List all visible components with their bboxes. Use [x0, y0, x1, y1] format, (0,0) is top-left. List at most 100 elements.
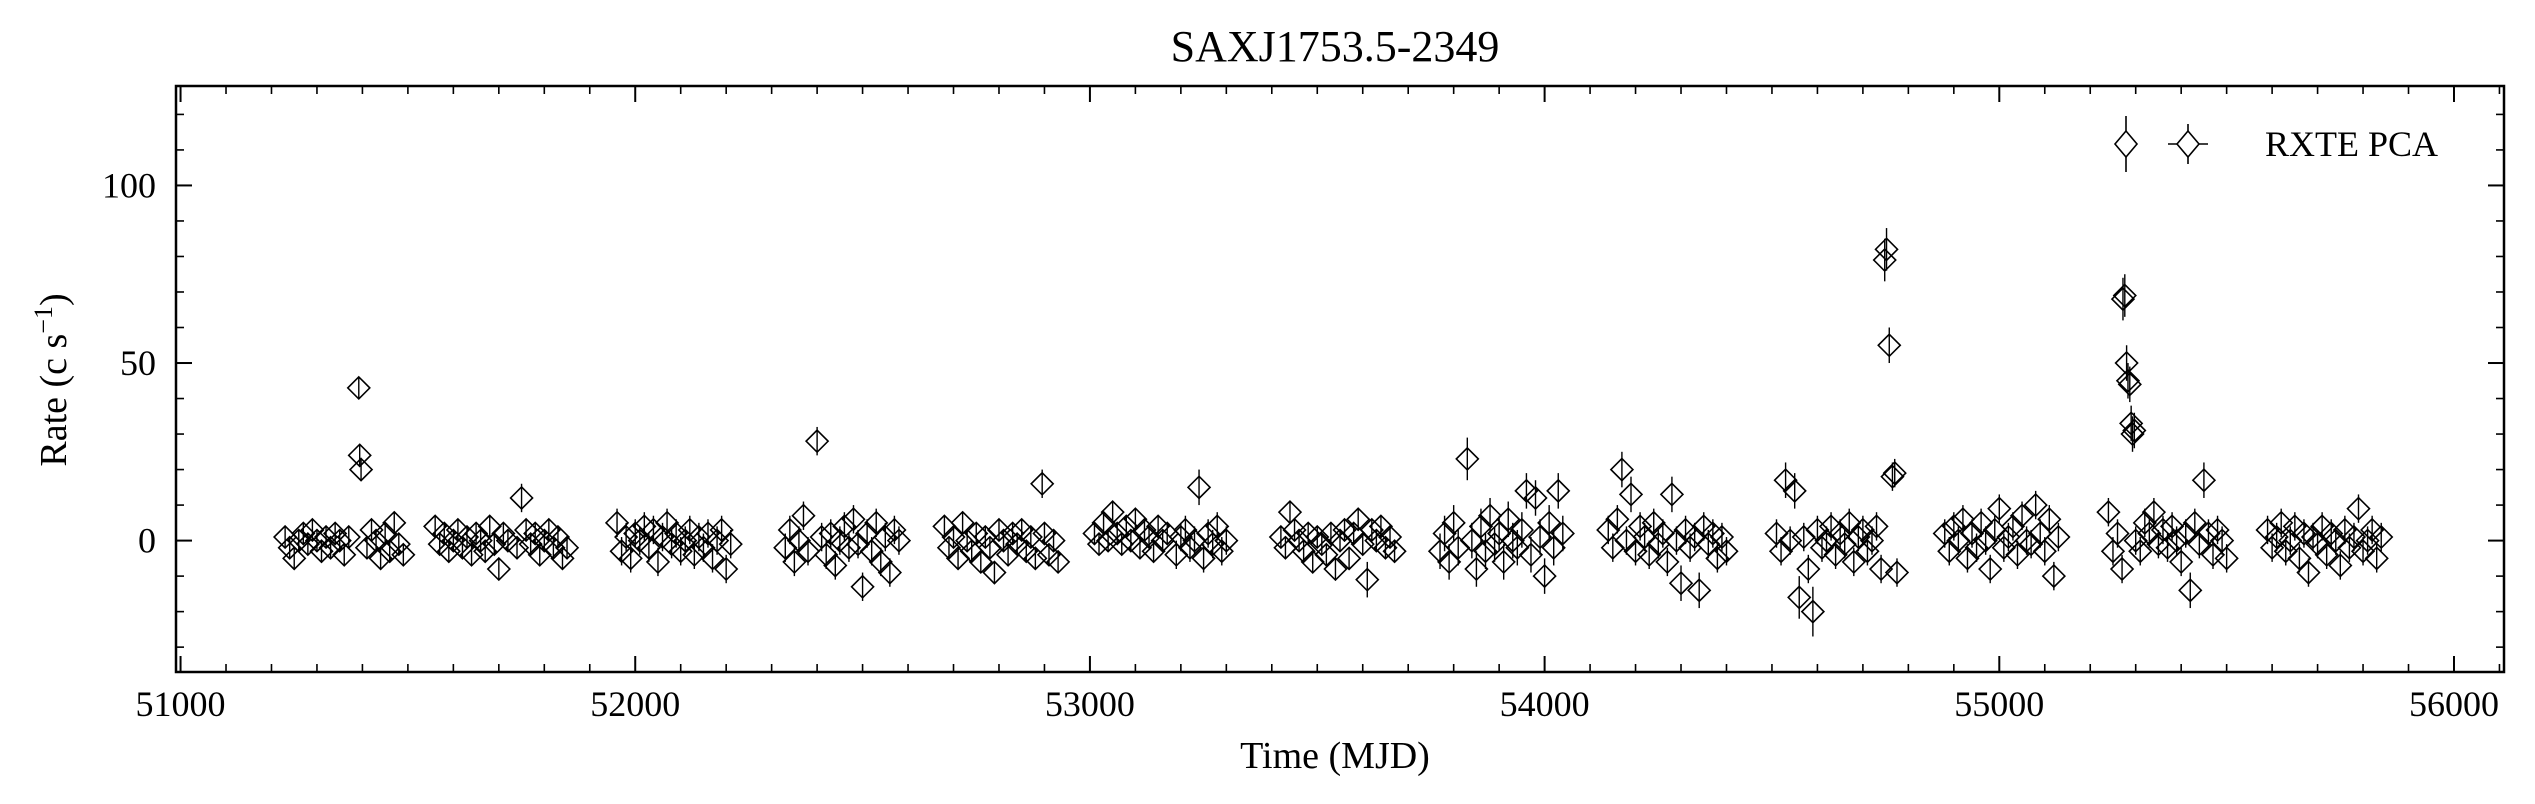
diamond-marker: [1787, 585, 1812, 610]
diamond-marker: [2259, 535, 2285, 560]
x-tick-label: 56000: [2409, 684, 2499, 724]
data-point: [1291, 539, 1316, 564]
diamond-marker: [291, 521, 316, 546]
diamond-marker: [2196, 521, 2221, 546]
data-point: [550, 546, 575, 571]
diamond-marker: [550, 546, 575, 571]
data-point: [2105, 519, 2130, 548]
diamond-marker: [2117, 372, 2142, 397]
diamond-marker: [782, 549, 807, 575]
data-point: [1318, 521, 1344, 546]
data-point: [645, 547, 671, 577]
diamond-marker: [2314, 542, 2339, 567]
diamond-marker: [1996, 524, 2021, 550]
data-point: [1446, 529, 1471, 566]
data-point: [1277, 500, 1303, 525]
diamond-marker: [1455, 446, 1480, 472]
data-point: [950, 510, 975, 535]
data-point: [523, 521, 548, 546]
data-point: [604, 508, 630, 538]
diamond-marker: [791, 503, 816, 528]
data-point: [1978, 554, 2003, 584]
diamond-marker: [1823, 542, 1848, 567]
diamond-marker: [1846, 524, 1871, 550]
diamond-marker: [1609, 457, 1635, 482]
diamond-marker: [2173, 521, 2198, 546]
diamond-marker: [1850, 517, 1876, 543]
data-point: [459, 542, 484, 567]
diamond-marker: [1505, 535, 1530, 560]
data-point: [1523, 480, 1548, 516]
data-point: [1787, 576, 1812, 619]
diamond-marker: [1314, 542, 1339, 567]
diamond-marker: [1459, 528, 1484, 553]
diamond-marker: [2319, 521, 2344, 546]
data-point: [1491, 544, 1516, 580]
data-point: [2364, 544, 2389, 573]
data-point: [336, 524, 361, 550]
data-point: [1109, 532, 1134, 557]
data-point: [486, 556, 511, 582]
diamond-marker: [795, 539, 821, 564]
data-point: [1550, 515, 1575, 552]
diamond-marker: [991, 528, 1016, 553]
data-point: [2291, 519, 2317, 548]
diamond-marker: [545, 524, 571, 550]
data-point: [1655, 547, 1680, 577]
diamond-marker: [1268, 524, 1294, 550]
data-point: [864, 508, 889, 538]
data-point: [1627, 512, 1653, 541]
diamond-marker: [709, 517, 734, 543]
diamond-marker: [1696, 532, 1721, 557]
data-point: [773, 533, 798, 562]
diamond-marker: [786, 528, 812, 553]
diamond-marker: [1641, 510, 1666, 535]
diamond-marker: [700, 546, 725, 571]
data-point: [348, 457, 374, 482]
data-point: [1336, 546, 1362, 571]
diamond-marker: [2023, 492, 2048, 518]
data-point: [1600, 533, 1625, 562]
data-point: [1832, 529, 1857, 559]
diamond-marker: [2205, 517, 2230, 543]
diamond-marker: [877, 560, 902, 585]
data-point: [2214, 544, 2239, 573]
y-axis-label-sup: −1: [29, 306, 58, 334]
diamond-marker: [1182, 528, 1207, 553]
data-point: [1950, 505, 1976, 534]
diamond-marker: [2164, 528, 2189, 553]
data-point: [382, 510, 407, 535]
data-point: [1273, 535, 1298, 560]
data-point: [1532, 558, 1557, 594]
diamond-marker: [1828, 521, 1853, 546]
data-point: [964, 521, 989, 546]
data-point: [2273, 537, 2298, 566]
data-point: [2259, 533, 2285, 562]
diamond-marker: [1009, 517, 1034, 543]
data-point: [1668, 565, 1694, 601]
data-point: [1518, 537, 1544, 573]
data-point: [2046, 522, 2071, 552]
diamond-marker: [1987, 496, 2012, 521]
diamond-marker: [986, 517, 1012, 543]
diamond-marker: [1837, 510, 1862, 535]
data-point: [1884, 558, 1910, 587]
diamond-marker: [304, 528, 330, 553]
diamond-marker: [1300, 549, 1325, 575]
data-point: [636, 533, 662, 562]
data-point: [2341, 522, 2367, 552]
data-point: [1868, 554, 1894, 584]
x-tick-label: 51000: [136, 684, 226, 724]
diamond-marker: [1446, 535, 1471, 560]
diamond-marker: [336, 524, 361, 550]
diamond-marker: [2278, 528, 2303, 553]
diamond-marker: [836, 535, 862, 560]
diamond-marker: [1950, 507, 1976, 532]
diamond-marker: [1045, 549, 1071, 575]
data-point: [1509, 512, 1535, 548]
diamond-marker: [1273, 535, 1298, 560]
diamond-marker: [2282, 514, 2307, 539]
diamond-marker: [1041, 528, 1066, 553]
data-point: [782, 547, 807, 577]
data-point: [1996, 522, 2021, 552]
